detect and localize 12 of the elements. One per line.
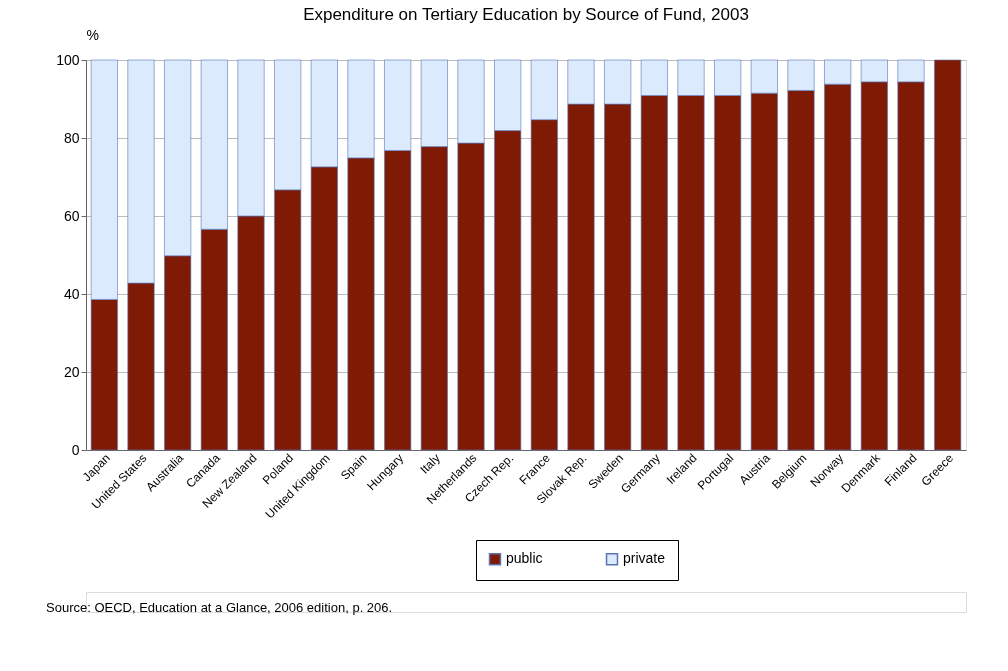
y-axis-title: % <box>86 26 99 43</box>
bar <box>934 59 962 451</box>
y-tick-label: 80 <box>63 129 80 146</box>
chart-title: Expenditure on Tertiary Education by Source of Fund, 2003 <box>303 5 749 24</box>
y-tick-label: 100 <box>56 51 80 68</box>
source-note: Source: OECD, Education at a Glance, 2006 edition, p. 206. <box>46 600 393 615</box>
y-tick-label: 40 <box>63 285 80 302</box>
y-tick-label: 20 <box>63 363 80 380</box>
legend-label: public <box>506 550 543 567</box>
legend-label: private <box>623 550 666 567</box>
y-tick-label: 0 <box>71 441 80 458</box>
y-tick-label: 60 <box>63 207 80 224</box>
